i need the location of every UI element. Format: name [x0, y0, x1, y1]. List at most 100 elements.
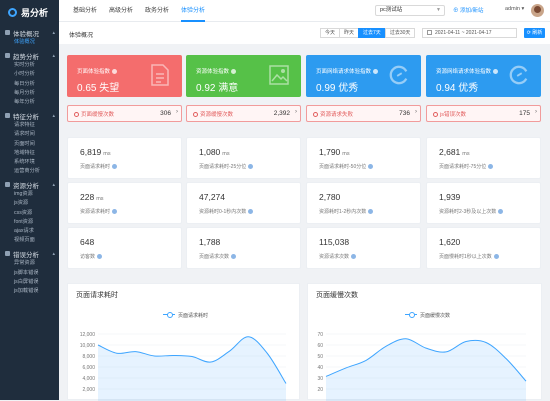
- help-icon[interactable]: [248, 164, 254, 169]
- help-icon[interactable]: [498, 209, 504, 214]
- sidebar-item[interactable]: 视频页面: [14, 237, 35, 244]
- y-tick-label: 12,000: [80, 332, 96, 338]
- site-select[interactable]: pc测试站 ▼: [375, 5, 445, 16]
- app-logo[interactable]: 易分析: [0, 0, 59, 24]
- help-icon[interactable]: [368, 209, 374, 214]
- counter-card-page-slow[interactable]: 页面缓慢次数 306 ›: [67, 105, 182, 122]
- help-icon[interactable]: [368, 164, 374, 169]
- nav-group-overview: 体验概况 ▴ 体验概况: [0, 27, 59, 47]
- info-icon[interactable]: [493, 69, 499, 74]
- metric-label: 页面请求次数: [199, 254, 230, 260]
- sidebar-item[interactable]: css资源: [14, 209, 33, 216]
- info-icon[interactable]: [373, 69, 379, 74]
- date-range-presets: 今天 昨天 过去7天 过去30天: [320, 28, 416, 38]
- sidebar-item[interactable]: js白屏错误: [14, 278, 39, 285]
- range-30days-button[interactable]: 过去30天: [384, 28, 416, 38]
- help-icon[interactable]: [231, 254, 237, 259]
- sidebar-nav: 体验概况 ▴ 体验概况 趋势分析 ▴ 实时分析 小时分析 每日分析 每月分析 每年分析 特征分析 ▴ 请…: [0, 27, 59, 296]
- sidebar-item[interactable]: 地域特征: [14, 149, 35, 156]
- user-menu[interactable]: admin ▾: [505, 6, 525, 12]
- sidebar-item[interactable]: js脚本错误: [14, 269, 39, 276]
- chart-legend[interactable]: 页面请求耗时: [163, 312, 208, 319]
- nav-group-header[interactable]: 体验概况 ▴: [0, 27, 59, 38]
- nav-group-header[interactable]: 趋势分析 ▴: [0, 50, 59, 61]
- sidebar-item[interactable]: 实时分析: [14, 62, 35, 69]
- info-icon[interactable]: [231, 69, 237, 74]
- sidebar-item[interactable]: 运营商分析: [14, 168, 40, 175]
- y-tick-label: 6,000: [82, 365, 95, 371]
- y-tick-label: 4,000: [82, 376, 95, 382]
- counter-card-resource-slow[interactable]: 资源缓慢次数 2,392 ›: [186, 105, 301, 122]
- range-yesterday-button[interactable]: 昨天: [339, 28, 360, 38]
- metric-number: 2,780: [319, 192, 341, 202]
- nav-group-label: 体验概况: [13, 30, 39, 38]
- counter-card-request-failed[interactable]: 资源请求失败 736 ›: [306, 105, 421, 122]
- counter-label: 资源缓慢次数: [200, 112, 234, 118]
- tab-gov-analysis[interactable]: 政务分析: [145, 8, 170, 14]
- metric-label-row: 页面请求耗时-75分位: [439, 163, 494, 170]
- metric-card: 1,788 页面请求次数: [186, 227, 301, 269]
- sidebar-item[interactable]: 每日分析: [14, 80, 35, 87]
- help-icon[interactable]: [493, 254, 499, 259]
- tab-experience-analysis[interactable]: 体验分析: [181, 0, 206, 22]
- counter-card-js-errors[interactable]: js错误次数 175 ›: [426, 105, 541, 122]
- series-line: [97, 336, 287, 384]
- sidebar-item[interactable]: 体验概况: [14, 39, 35, 45]
- metric-card: 2,681 ms 页面请求耗时-75分位: [426, 137, 541, 179]
- nav-group-header[interactable]: 特征分析 ▴: [0, 110, 59, 121]
- nav-group-header[interactable]: 错误分析 ▴: [0, 248, 59, 259]
- metric-card: 47,274 资源耗时0-1秒内次数: [186, 182, 301, 224]
- metric-number: 2,681: [439, 147, 461, 157]
- metric-value: 2,780: [319, 192, 342, 202]
- chart-title: 页面缓慢次数: [316, 292, 358, 299]
- logo-text: 易分析: [21, 7, 49, 18]
- y-tick-label: 2,000: [82, 387, 95, 393]
- sidebar-item[interactable]: 每年分析: [14, 98, 35, 105]
- warning-icon: [433, 112, 438, 117]
- nav-group-header[interactable]: 资源分析 ▴: [0, 179, 59, 190]
- sidebar-item[interactable]: 小时分析: [14, 71, 35, 78]
- help-icon[interactable]: [112, 209, 118, 214]
- range-7days-button[interactable]: 过去7天: [358, 28, 386, 38]
- avatar[interactable]: [531, 4, 544, 17]
- site-select-value: pc测试站: [380, 7, 403, 13]
- metric-label-row: 页面请求次数: [199, 253, 237, 260]
- sidebar-item[interactable]: 系统环境: [14, 158, 35, 165]
- sidebar-item[interactable]: js加载错误: [14, 287, 39, 294]
- refresh-button[interactable]: ⟳ 刷新: [524, 28, 545, 38]
- sidebar-item[interactable]: 请求特征: [14, 122, 35, 129]
- add-site-link[interactable]: ⊕ 添加/新站: [453, 8, 484, 14]
- sidebar-item[interactable]: ajax请求: [14, 228, 34, 234]
- chart-legend[interactable]: 页面缓慢次数: [405, 312, 450, 319]
- metric-card: 6,819 ms 页面请求耗时: [67, 137, 182, 179]
- metric-label-row: 访客数: [80, 253, 103, 260]
- tab-advanced-analysis[interactable]: 高级分析: [109, 8, 134, 14]
- help-icon[interactable]: [248, 209, 254, 214]
- chevron-up-icon: ▴: [52, 250, 55, 257]
- metric-number: 1,788: [199, 237, 221, 247]
- sidebar-item[interactable]: img资源: [14, 191, 33, 198]
- sidebar-item[interactable]: 异常资源: [14, 260, 35, 267]
- sidebar-item[interactable]: 页面时间: [14, 140, 35, 147]
- help-icon[interactable]: [488, 164, 494, 169]
- tab-basic-analysis[interactable]: 基础分析: [73, 8, 98, 14]
- help-icon[interactable]: [112, 164, 118, 169]
- chevron-down-icon: ▼: [436, 7, 441, 13]
- help-icon[interactable]: [97, 254, 103, 259]
- sidebar-item[interactable]: js资源: [14, 200, 29, 207]
- sidebar-item[interactable]: 请求时间: [14, 131, 35, 138]
- date-range-picker[interactable]: 2021-04-11 ~ 2021-04-17: [422, 28, 517, 38]
- score-value: 0.99 优秀: [316, 83, 359, 94]
- sidebar-item[interactable]: font资源: [14, 218, 34, 225]
- chevron-right-icon: ›: [176, 109, 178, 115]
- metric-unit: ms: [96, 196, 104, 202]
- sidebar-item[interactable]: 每月分析: [14, 89, 35, 96]
- info-icon[interactable]: [112, 69, 118, 74]
- metric-label-row: 页面请求耗时: [80, 163, 118, 170]
- help-icon[interactable]: [351, 254, 357, 259]
- range-today-button[interactable]: 今天: [320, 28, 341, 38]
- area-chart: 70 60 50 40 30 20: [317, 332, 527, 401]
- menu-group-icon: [5, 53, 10, 59]
- metric-unit: ms: [222, 151, 230, 157]
- metric-number: 1,939: [439, 192, 461, 202]
